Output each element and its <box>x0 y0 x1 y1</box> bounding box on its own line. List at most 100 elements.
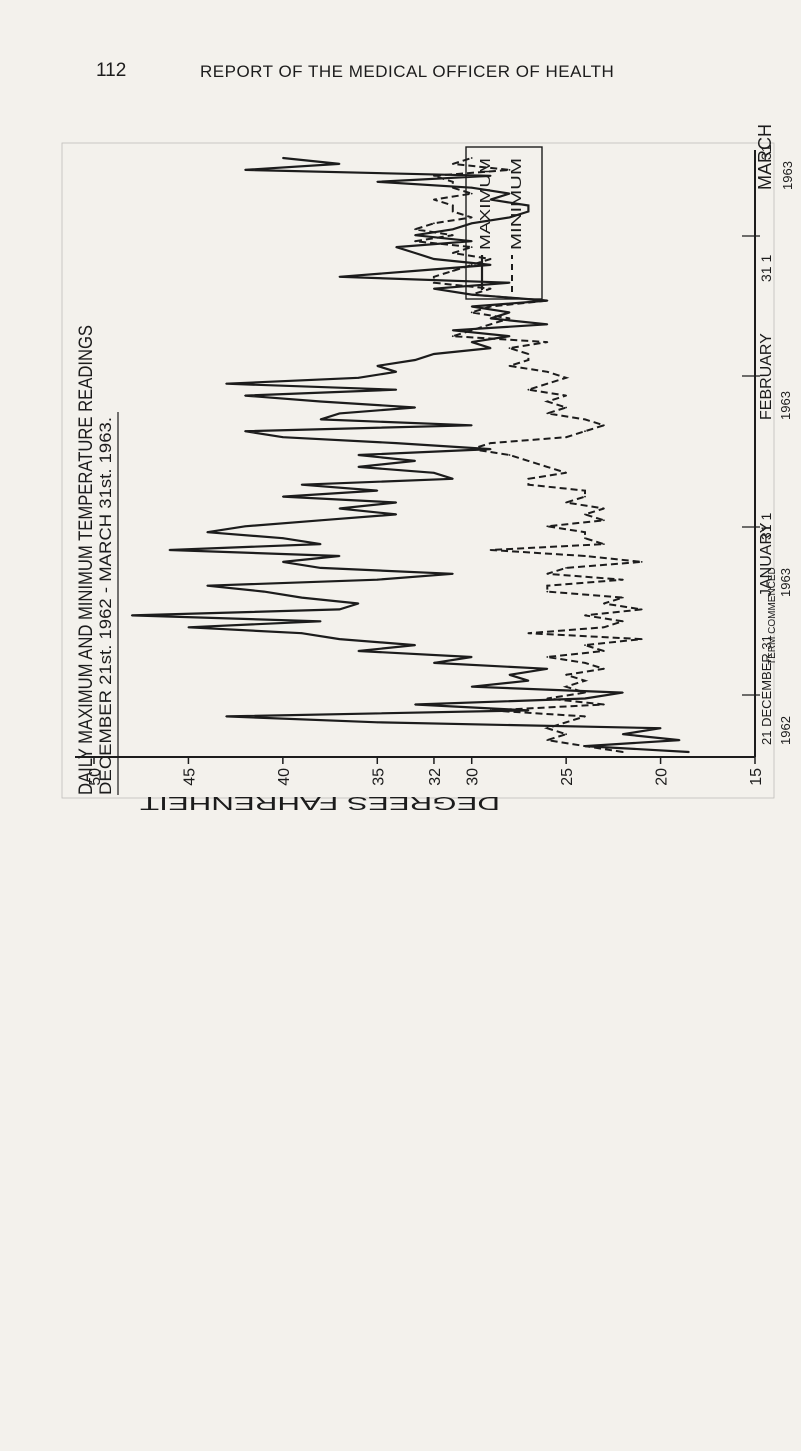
chart-title: DAILY MAXIMUM AND MINIMUM TEMPERATURE RE… <box>76 325 97 795</box>
min-point <box>527 359 530 361</box>
min-point <box>565 685 567 688</box>
min-point <box>433 281 435 284</box>
chart-frame <box>61 142 775 799</box>
max-point <box>508 311 511 314</box>
max-point <box>225 715 228 718</box>
min-point <box>584 537 586 540</box>
max-point <box>489 264 492 266</box>
min-point <box>603 667 605 670</box>
max-point <box>338 507 341 510</box>
min-point <box>489 305 492 308</box>
min-point <box>433 222 435 225</box>
max-point <box>395 513 398 516</box>
max-point <box>470 424 473 427</box>
max-point <box>508 192 511 195</box>
min-point <box>546 382 549 385</box>
max-point <box>319 519 322 522</box>
min-point <box>584 489 586 492</box>
max-point <box>282 495 284 498</box>
max-point <box>451 228 454 231</box>
max-point <box>451 572 454 575</box>
max-point <box>659 727 662 730</box>
legend-min-label: MINIMUM <box>508 158 525 250</box>
min-point <box>565 471 567 474</box>
legend-max-label: MAXIMUM <box>477 158 494 250</box>
min-point <box>546 656 549 658</box>
min-point <box>603 519 605 522</box>
max-point <box>527 210 530 213</box>
min-point <box>584 555 586 557</box>
max-point <box>263 590 265 593</box>
min-point <box>621 596 624 599</box>
min-point <box>603 703 605 706</box>
max-point <box>508 335 511 338</box>
max-point <box>489 317 492 320</box>
max-point <box>470 341 473 343</box>
max-point <box>470 186 473 189</box>
max-point <box>319 543 322 545</box>
max-point <box>376 180 379 183</box>
date-marker-label: 1962 <box>778 716 793 745</box>
min-point <box>603 424 605 427</box>
min-point <box>527 388 530 391</box>
min-point <box>546 739 549 741</box>
value-tick-label: 50 <box>87 768 104 786</box>
value-tick-label: 32 <box>427 768 444 786</box>
min-point <box>451 252 454 254</box>
chart-subtitle: DECEMBER 21st. 1962 - MARCH 31st. 1963. <box>96 417 115 795</box>
min-point <box>470 157 473 159</box>
min-point <box>640 561 643 563</box>
min-point <box>603 626 605 629</box>
min-point <box>527 353 530 355</box>
min-point <box>414 228 416 231</box>
max-point <box>546 667 549 670</box>
legend: MAXIMUM MINIMUM <box>465 146 543 300</box>
max-point <box>470 305 473 308</box>
max-point <box>376 365 379 367</box>
date-marker-label: 31 <box>758 144 774 160</box>
max-point <box>282 157 284 159</box>
max-point <box>414 270 416 272</box>
min-point <box>584 495 586 498</box>
date-marker-label: 31 1 <box>758 255 774 282</box>
min-point <box>546 584 549 587</box>
max-point <box>508 673 511 676</box>
min-point <box>565 567 567 569</box>
max-point <box>395 246 398 249</box>
min-point <box>433 198 435 201</box>
date-marker-label: 1963 <box>778 391 793 420</box>
max-point <box>338 638 341 640</box>
max-point <box>357 376 360 379</box>
min-point <box>451 210 454 213</box>
value-tick-label: 20 <box>654 768 671 786</box>
max-point <box>300 632 303 635</box>
min-point <box>470 293 473 296</box>
min-point <box>470 264 473 266</box>
min-point <box>451 180 454 183</box>
min-point <box>565 406 567 409</box>
min-point <box>640 638 643 640</box>
date-marker-label: 31 1 <box>758 513 774 540</box>
value-tick-label: 25 <box>559 768 576 786</box>
value-tick-label: 35 <box>370 768 387 786</box>
min-point <box>584 745 586 747</box>
max-point <box>527 204 530 207</box>
date-marker-label: MARCH <box>755 124 775 190</box>
date-marker-label: FEBRUARY <box>758 333 775 420</box>
max-point <box>414 252 416 254</box>
min-point <box>451 186 454 189</box>
min-point <box>527 477 530 480</box>
min-point <box>508 365 511 367</box>
max-point <box>225 382 228 385</box>
min-point <box>470 192 473 195</box>
max-point <box>338 608 341 611</box>
max-point <box>282 436 284 439</box>
min-point <box>565 733 567 736</box>
min-point <box>546 299 549 302</box>
min-point <box>508 454 511 456</box>
max-point <box>451 477 454 480</box>
max-point <box>244 394 247 397</box>
value-tick-label: 40 <box>276 768 293 786</box>
